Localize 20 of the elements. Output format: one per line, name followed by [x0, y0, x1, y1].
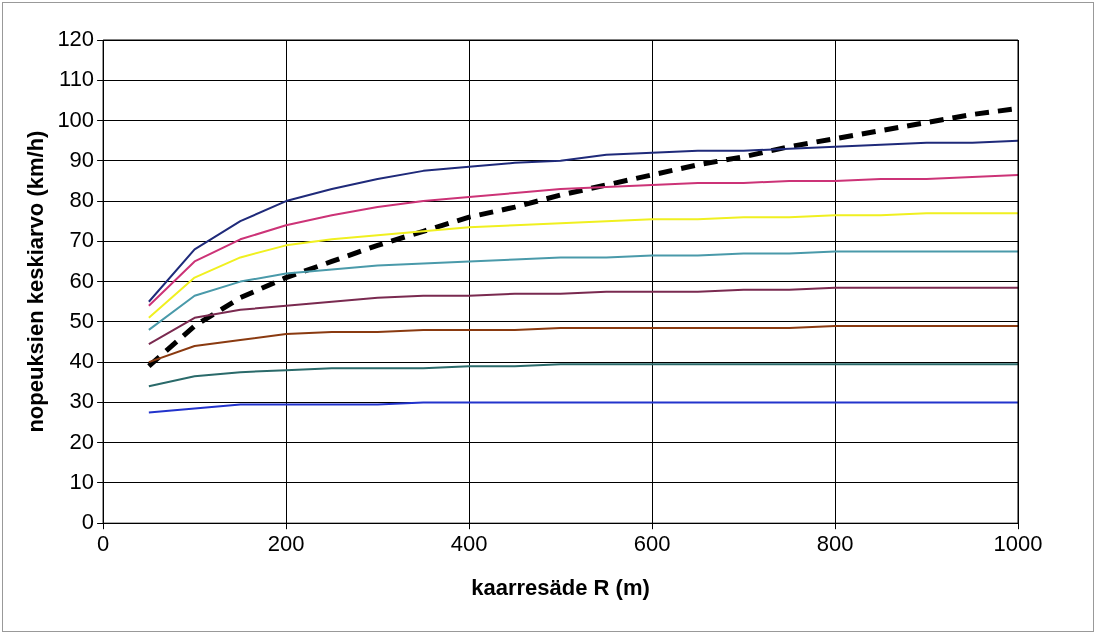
y-tick-label: 40 — [69, 348, 95, 374]
y-tick-label: 100 — [57, 106, 95, 132]
y-tick-label: 120 — [57, 26, 95, 52]
y-tick-label: 50 — [69, 307, 95, 333]
y-tick-label: 10 — [69, 469, 95, 494]
x-tick-label: 800 — [816, 531, 854, 557]
x-axis-title: kaarresäde R (m) — [471, 574, 650, 600]
y-tick-label: 60 — [69, 267, 95, 293]
y-tick-label: 30 — [69, 388, 95, 414]
y-tick-label: 110 — [59, 66, 95, 92]
y-tick-label: 20 — [69, 428, 95, 454]
y-tick-label: 0 — [81, 509, 95, 535]
y-tick-label: 70 — [69, 227, 95, 253]
x-tick-label: 600 — [633, 531, 671, 557]
x-tick-label: 400 — [450, 531, 488, 557]
y-axis-title: nopeuksien keskiarvo (km/h) — [23, 130, 49, 433]
y-tick-label: 80 — [69, 187, 95, 213]
y-tick-label: 90 — [69, 146, 95, 172]
x-tick-label: 200 — [267, 531, 305, 557]
x-tick-label: 1000 — [993, 531, 1043, 557]
